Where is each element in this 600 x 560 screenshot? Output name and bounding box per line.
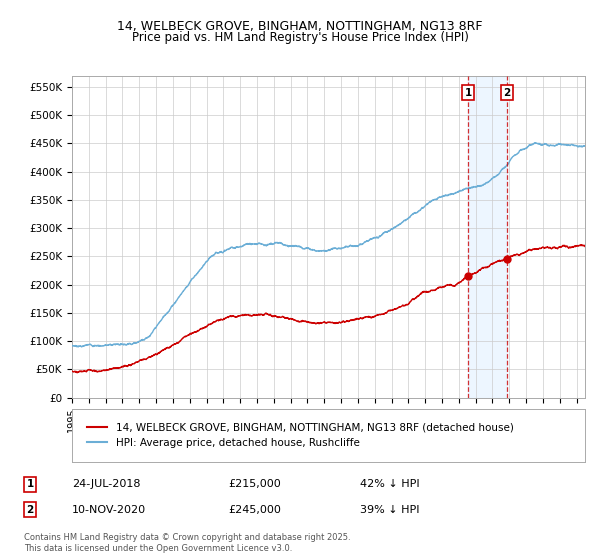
Text: 10-NOV-2020: 10-NOV-2020: [72, 505, 146, 515]
Text: 2: 2: [503, 87, 511, 97]
Text: Price paid vs. HM Land Registry's House Price Index (HPI): Price paid vs. HM Land Registry's House …: [131, 31, 469, 44]
Text: 2: 2: [26, 505, 34, 515]
Text: 1: 1: [26, 479, 34, 489]
Bar: [468, 76, 507, 398]
Text: £245,000: £245,000: [228, 505, 281, 515]
Text: £215,000: £215,000: [228, 479, 281, 489]
Text: 14, WELBECK GROVE, BINGHAM, NOTTINGHAM, NG13 8RF: 14, WELBECK GROVE, BINGHAM, NOTTINGHAM, …: [117, 20, 483, 32]
Text: Contains HM Land Registry data © Crown copyright and database right 2025.
This d: Contains HM Land Registry data © Crown c…: [24, 533, 350, 553]
Text: 24-JUL-2018: 24-JUL-2018: [72, 479, 140, 489]
Legend: 14, WELBECK GROVE, BINGHAM, NOTTINGHAM, NG13 8RF (detached house), HPI: Average : 14, WELBECK GROVE, BINGHAM, NOTTINGHAM, …: [82, 419, 518, 452]
Text: 42% ↓ HPI: 42% ↓ HPI: [360, 479, 419, 489]
Text: 39% ↓ HPI: 39% ↓ HPI: [360, 505, 419, 515]
Text: 1: 1: [464, 87, 472, 97]
